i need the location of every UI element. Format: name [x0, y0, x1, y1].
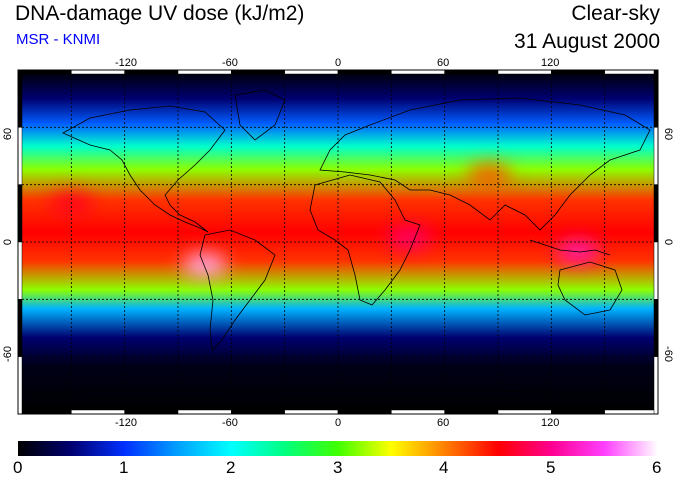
frame-scale-segment: [124, 409, 179, 415]
lat-tick-right: 60: [662, 127, 675, 141]
eurasia-outline: [319, 97, 651, 231]
colorbar-label: 6: [652, 458, 662, 477]
graticule: [18, 70, 658, 414]
lon-tick-top: 0: [335, 57, 342, 69]
map-title: DNA-damage UV dose (kJ/m2): [15, 2, 305, 25]
frame-scale-segment: [653, 184, 659, 243]
frame-scale-segment: [653, 127, 659, 185]
frame-scale-segment: [284, 409, 339, 415]
frame-scale-segment: [71, 69, 125, 75]
uv-hotspot: [182, 252, 227, 277]
lon-tick-top: -120: [115, 57, 138, 69]
frame-scale-segment: [497, 69, 552, 75]
frame-scale-segment: [653, 241, 659, 300]
frame-scale-segment: [17, 69, 72, 75]
frame-scale-segment: [653, 69, 659, 128]
frame-scale-segment: [177, 409, 232, 415]
lat-tick-left: 60: [2, 127, 15, 141]
lon-tick-top: 60: [437, 57, 450, 69]
frame-scale-segment: [231, 409, 285, 415]
lat-tick-left: -60: [1, 346, 14, 362]
frame-scale-segment: [337, 69, 392, 75]
lon-tick-top: 120: [541, 57, 560, 69]
frame-scale-segment: [284, 69, 339, 75]
frame-scale-segment: [653, 299, 659, 357]
colorbar-label: 4: [439, 458, 449, 477]
frame-scale-segment: [604, 69, 659, 75]
hotspot-layer: [49, 163, 600, 277]
lon-tick-bottom: -60: [222, 417, 238, 429]
colorbar-label: 1: [119, 458, 129, 477]
australia-outline: [557, 261, 623, 316]
frame-scale-segment: [551, 409, 605, 415]
lon-tick-top: -60: [222, 57, 238, 69]
greenland-outline: [234, 89, 286, 141]
frame-scale-segment: [17, 356, 23, 415]
frame-scale-segment: [497, 409, 552, 415]
frame-scale-segment: [604, 409, 659, 415]
colorbar-label: 5: [546, 458, 556, 477]
lat-tick-right: 0: [662, 238, 675, 246]
frame-scale-segment: [391, 409, 445, 415]
north-america-outline: [62, 105, 226, 233]
map-border: [17, 69, 659, 415]
frame-scale-segment: [124, 69, 179, 75]
frame-scale-segment: [71, 409, 125, 415]
frame-scale-segment: [444, 409, 499, 415]
frame-scale-segment: [391, 69, 445, 75]
lon-tick-bottom: 0: [335, 417, 342, 429]
frame-scale-segment: [653, 356, 659, 415]
lon-tick-bottom: 60: [437, 417, 450, 429]
continent-outlines: [18, 89, 658, 396]
uv-hotspot: [467, 163, 512, 188]
lon-tick-bottom: -120: [115, 417, 138, 429]
frame-scale-segment: [177, 69, 232, 75]
frame-scale-segment: [17, 127, 23, 185]
map-subtitle: MSR - KNMI: [16, 31, 101, 48]
colorbar: [18, 441, 658, 456]
date-label: 31 August 2000: [514, 30, 660, 53]
frame-scale-segment: [17, 241, 23, 300]
frame-scale-segment: [337, 409, 392, 415]
uv-hotspot: [387, 226, 432, 251]
colorbar-label: 0: [13, 458, 23, 477]
lon-tick-bottom: 120: [541, 417, 560, 429]
frame-scale-segment: [17, 184, 23, 243]
lat-tick-right: -60: [661, 346, 674, 362]
indonesia-outline: [529, 239, 611, 256]
map-frame: [17, 69, 659, 415]
south-america-outline: [199, 229, 276, 351]
frame-scale-segment: [444, 69, 499, 75]
africa-outline: [309, 174, 421, 306]
frame-scale-segment: [17, 69, 23, 128]
sky-condition-label: Clear-sky: [571, 2, 660, 25]
frame-scale-segment: [17, 299, 23, 357]
lat-tick-left: 0: [2, 238, 15, 246]
frame-scale-segment: [551, 69, 605, 75]
antarctica-outline: [18, 389, 658, 396]
frame-scale-segment: [17, 409, 72, 415]
colorbar-label: 2: [226, 458, 236, 477]
frame-scale-segment: [231, 69, 285, 75]
colorbar-label: 3: [333, 458, 343, 477]
